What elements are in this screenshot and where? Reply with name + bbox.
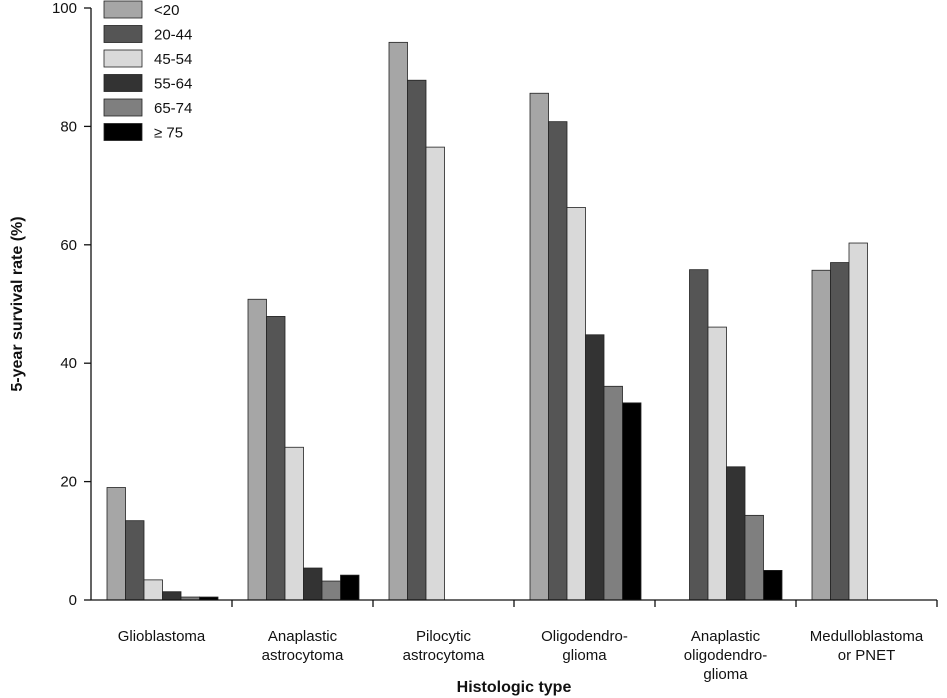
legend: <20 20-44 45-54 55-64 65-74 ≥ 75 xyxy=(103,0,192,142)
bar-4-2 xyxy=(707,326,727,601)
bar-1-4 xyxy=(321,580,341,601)
bar-1-1 xyxy=(266,316,286,601)
bar-1-3 xyxy=(303,567,323,601)
bar-3-0 xyxy=(529,92,549,601)
x-category-label: Oligodendro-glioma xyxy=(541,628,628,664)
y-tick-label: 0 xyxy=(69,592,77,609)
bar-1-5 xyxy=(340,574,360,601)
bar-3-1 xyxy=(548,121,568,601)
legend-swatch xyxy=(103,98,143,117)
legend-label: <20 xyxy=(154,2,179,19)
x-axis-title: Histologic type xyxy=(457,679,572,696)
bar-0-2 xyxy=(143,579,163,601)
x-category-label: Glioblastoma xyxy=(118,628,206,645)
bar-2-0 xyxy=(388,41,408,601)
y-tick-label: 100 xyxy=(52,0,77,17)
legend-swatch xyxy=(103,25,143,43)
bar-4-4 xyxy=(744,514,764,601)
y-tick-label: 60 xyxy=(60,237,77,254)
axes-group: 0 20 40 60 80 100 Glioblastoma Anaplastic astroc… xyxy=(52,0,938,683)
bar-3-5 xyxy=(622,402,642,601)
x-category-label: Anaplastic astrocytoma xyxy=(262,628,344,664)
legend-swatch xyxy=(103,74,143,92)
bar-4-1 xyxy=(689,269,709,601)
legend-label: 20-44 xyxy=(154,27,192,44)
bar-5-2 xyxy=(848,242,868,601)
x-category-label: Medulloblastoma or PNET xyxy=(810,628,924,664)
bar-3-4 xyxy=(603,385,623,601)
y-axis-title: 5-year survival rate (%) xyxy=(9,216,26,391)
bar-1-2 xyxy=(284,446,304,601)
legend-label: 55-64 xyxy=(154,76,192,93)
legend-label: 65-74 xyxy=(154,100,192,117)
legend-swatch xyxy=(103,0,143,19)
bar-4-3 xyxy=(726,466,746,601)
bar-2-1 xyxy=(407,79,427,601)
y-tick-label: 40 xyxy=(60,355,77,372)
bar-1-0 xyxy=(247,298,267,601)
bar-5-1 xyxy=(830,262,850,601)
bar-0-0 xyxy=(106,487,126,601)
legend-label: 45-54 xyxy=(154,51,192,68)
bar-5-0 xyxy=(811,269,831,601)
legend-label: ≥ 75 xyxy=(154,125,183,142)
bars-group xyxy=(106,41,868,601)
legend-swatch xyxy=(103,49,143,68)
bar-3-2 xyxy=(566,207,586,601)
legend-swatch xyxy=(103,123,143,141)
bar-0-3 xyxy=(162,591,182,601)
bar-2-2 xyxy=(425,146,445,601)
bar-4-5 xyxy=(763,570,783,601)
x-category-label: Pilocytic astrocytoma xyxy=(403,628,485,664)
y-tick-label: 20 xyxy=(60,474,77,491)
bar-3-3 xyxy=(585,334,605,601)
bar-0-1 xyxy=(125,520,145,601)
y-tick-label: 80 xyxy=(60,118,77,135)
x-category-label: Anaplastic oligodendro-glioma xyxy=(684,628,767,683)
